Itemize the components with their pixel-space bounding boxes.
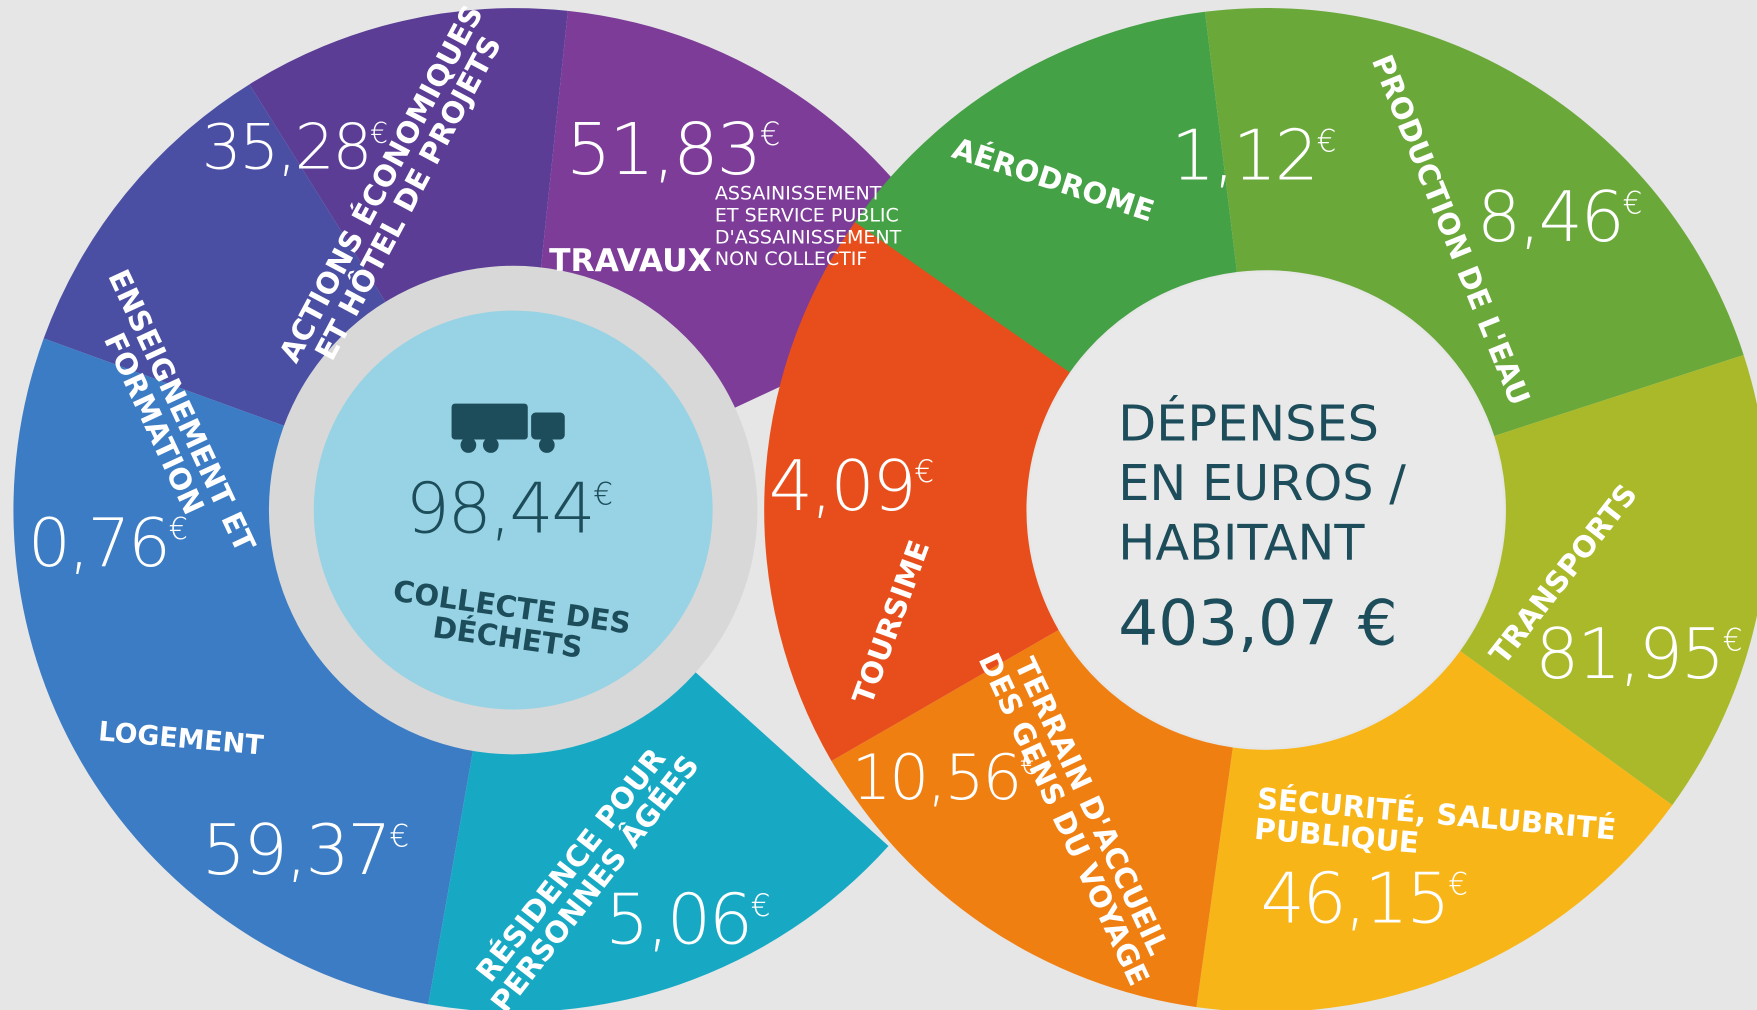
amount-value: 4,09 (769, 447, 915, 527)
amount: 0,76€ (28, 504, 187, 582)
label-group: TRAVAUX (549, 243, 712, 279)
amount-value: 8,46 (1477, 178, 1623, 258)
amount: 81,95€ (1535, 615, 1741, 695)
truck-body (451, 403, 528, 440)
truck-wheel (538, 437, 555, 453)
truck-wheel (460, 437, 477, 453)
truck-wheel (482, 437, 499, 453)
collecte-circle (313, 310, 713, 710)
amount-value: 5,06 (605, 881, 751, 961)
amount-value: 10,56 (852, 741, 1020, 814)
amount-value: 0,76 (28, 504, 169, 582)
segment (1205, 7, 1744, 436)
right-center (1028, 272, 1504, 748)
amount-unit: € (751, 888, 769, 924)
sublabel: NON COLLECTIF (715, 248, 867, 270)
amount-unit: € (1020, 748, 1037, 781)
amount: 4,09€ (769, 447, 933, 527)
segment (249, 8, 568, 307)
truck-icon (451, 403, 565, 453)
segment (831, 629, 1233, 1008)
amount-unit: € (389, 818, 407, 854)
center-title-line: DÉPENSES (1118, 394, 1379, 453)
center-title: DÉPENSES EN EUROS / HABITANT 403,07 € (1118, 394, 1406, 660)
sublabel: ET SERVICE PUBLIC (715, 205, 899, 227)
amount: 46,15€ (1261, 859, 1467, 939)
amount-value: 51,83 (566, 107, 760, 191)
amount: 5,06€ (605, 881, 769, 961)
center-title-line: HABITANT (1118, 513, 1365, 571)
segment (1460, 354, 1757, 806)
segment (13, 338, 474, 1005)
amount-value: 98,44 (406, 469, 594, 549)
segment (764, 222, 1070, 762)
amount-value: 35,28 (202, 110, 370, 183)
amount: 10,56€ (852, 741, 1037, 814)
amount-unit: € (1623, 185, 1641, 221)
segment (43, 84, 389, 429)
amount-unit: € (370, 117, 387, 150)
amount-value: 46,15 (1261, 859, 1449, 939)
amount: 51,83€ (566, 107, 779, 191)
segment (1196, 651, 1673, 1010)
amount-unit: € (760, 115, 779, 153)
sublabel: ASSAINISSEMENT (715, 183, 882, 205)
amount-unit: € (1723, 622, 1741, 658)
amount-unit: € (169, 512, 187, 547)
segment (428, 670, 889, 1010)
center-total: 403,07 € (1118, 587, 1397, 660)
truck-cab (531, 412, 565, 440)
amount: 98,44€ (406, 469, 612, 549)
amount-unit: € (593, 477, 611, 513)
amount-unit: € (1317, 124, 1335, 160)
amount-value: 1,12 (1171, 116, 1317, 196)
center-title-line: EN EUROS / (1118, 454, 1406, 512)
amount-value: 59,37 (202, 811, 390, 891)
amount: 59,37€ (202, 811, 408, 891)
sublabel: D'ASSAINISSEMENT (715, 226, 902, 248)
amount-unit: € (1448, 867, 1466, 903)
amount-unit: € (914, 454, 932, 490)
amount: 8,46€ (1477, 178, 1641, 258)
amount-value: 81,95 (1535, 615, 1723, 695)
label: TRAVAUX (549, 243, 712, 279)
amount: 1,12€ (1171, 116, 1335, 196)
amount: 35,28€ (202, 110, 387, 183)
